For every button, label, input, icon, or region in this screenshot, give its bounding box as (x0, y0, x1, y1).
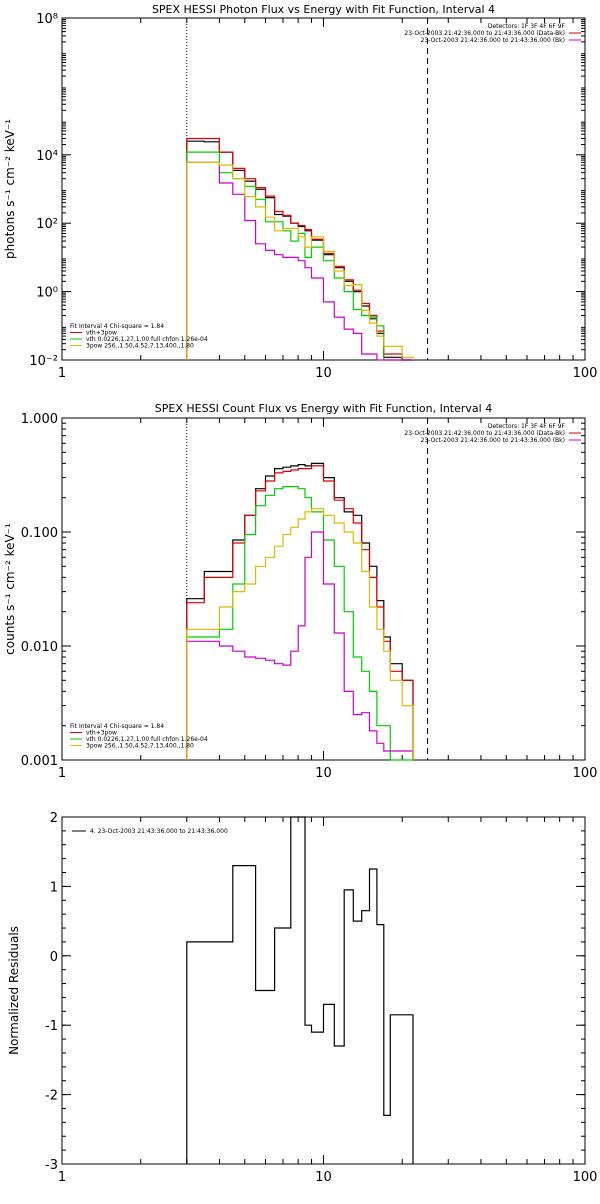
header-line: Detectors: 1F 3F 4F 6F 9F (488, 23, 566, 30)
chart-panel-1: SPEX HESSI Photon Flux vs Energy with Fi… (3, 3, 597, 381)
y-tick-label: 2 (50, 811, 58, 826)
y-tick-label: 10⁰ (36, 286, 58, 301)
y-tick-label: 1.000 (21, 412, 58, 427)
y-tick-label: 10⁸ (36, 12, 58, 27)
series-line-4 (186, 531, 414, 760)
series-line-4 (186, 161, 413, 361)
series-line-3 (186, 486, 413, 761)
fit-legend-line: vth+3pow (86, 330, 117, 337)
chart-title: SPEX HESSI Photon Flux vs Energy with Fi… (152, 3, 495, 16)
y-tick-label: 1 (50, 880, 58, 895)
x-tick-label: 100 (573, 766, 598, 781)
header-line: 23-Oct-2003 21:42:36.000 to 21:43:36.000… (421, 37, 565, 44)
y-tick-label: 10⁻² (29, 354, 58, 369)
x-tick-label: 10 (315, 1170, 332, 1185)
y-tick-label: -1 (45, 1019, 58, 1034)
series-line-2 (186, 465, 414, 760)
series-line-5 (186, 508, 414, 760)
header-line: Detectors: 1F 3F 4F 6F 9F (488, 423, 566, 430)
series-line-2 (186, 137, 413, 361)
y-tick-label: 10⁴ (36, 149, 58, 164)
y-tick-label: -2 (45, 1089, 58, 1104)
y-tick-label: 0 (50, 950, 58, 965)
y-tick-label: 0.100 (21, 526, 58, 541)
fit-legend-line: vth 0.0226,1.27,1.00 full chfon 1.26e-04 (86, 736, 208, 743)
series-line-5 (186, 161, 414, 360)
x-tick-label: 1 (58, 766, 66, 781)
x-tick-label: 100 (573, 1170, 598, 1185)
y-tick-label: 0.010 (21, 640, 58, 655)
plot-frame (61, 816, 586, 1165)
chart-panel-3: Normalized Residuals 1 10 100 -3 -2 -1 0 1 2 4. 23… (7, 811, 597, 1185)
x-tick-label: 10 (315, 366, 332, 381)
x-tick-label: 100 (573, 366, 598, 381)
chart-panel-2: SPEX HESSI Count Flux vs Energy with Fit… (3, 402, 597, 781)
y-axis-label: Normalized Residuals (7, 926, 21, 1055)
fit-legend-title: Fit Interval 4 Chi-square = 1.84 (70, 723, 164, 730)
series-line-1 (186, 140, 413, 361)
header-line: 23-Oct-2003 21:42:36.000 to 21:43:36.000… (421, 437, 565, 444)
y-axis-label: photons s⁻¹ cm⁻² keV⁻¹ (3, 119, 17, 259)
chart-title: SPEX HESSI Count Flux vs Energy with Fit… (155, 402, 492, 415)
header-line: 23-Oct-2003 21:42:36.000 to 21:43:36.000… (404, 430, 565, 437)
x-tick-label: 1 (58, 1170, 66, 1185)
series-line-1 (186, 462, 414, 760)
residual-legend-text: 4. 23-Oct-2003 21:43:36.000 to 21:43:36.… (90, 828, 228, 835)
y-tick-label: 0.001 (21, 754, 58, 769)
y-tick-label: 10² (36, 217, 58, 232)
x-tick-label: 10 (315, 766, 332, 781)
fit-legend-line: 3pow 256.,1.50,4.52,7.13,400.,1.80 (86, 343, 194, 350)
fit-legend-line: vth+3pow (86, 730, 117, 737)
y-axis-label: counts s⁻¹ cm⁻² keV⁻¹ (3, 523, 17, 655)
fit-legend-title: Fit Interval 4 Chi-square = 1.84 (70, 323, 164, 330)
x-tick-label: 1 (58, 366, 66, 381)
y-tick-label: -3 (45, 1158, 58, 1173)
fit-legend-line: 3pow 256.,1.50,4.52,7.13,400.,1.80 (86, 743, 194, 750)
fit-legend-line: vth 0.0226,1.27,1.00 full chfon 1.26e-04 (86, 336, 208, 343)
series-line-1 (186, 816, 414, 1164)
plot-frame (61, 17, 586, 361)
header-line: 23-Oct-2003 21:42:36.000 to 21:43:36.000… (404, 30, 565, 37)
